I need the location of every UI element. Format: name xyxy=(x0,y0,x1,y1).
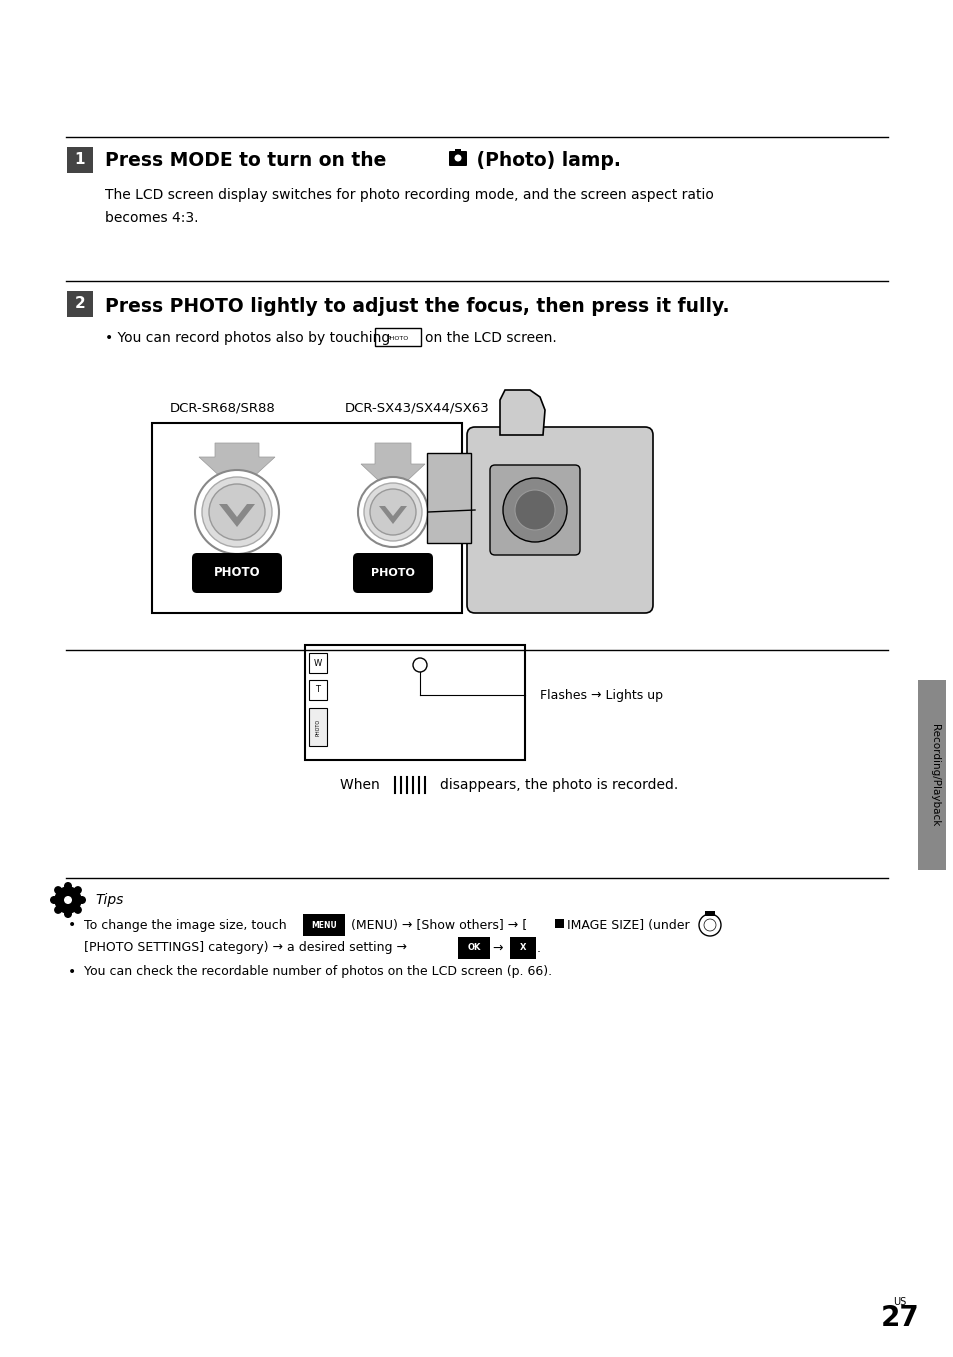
Text: 2: 2 xyxy=(74,296,85,312)
Circle shape xyxy=(64,896,71,904)
Bar xyxy=(152,423,461,613)
Text: PHOTO: PHOTO xyxy=(213,566,260,579)
Polygon shape xyxy=(199,442,274,493)
Text: X: X xyxy=(519,943,526,953)
Text: T: T xyxy=(315,685,320,695)
Circle shape xyxy=(73,906,82,913)
Text: • You can record photos also by touching: • You can record photos also by touching xyxy=(105,331,390,345)
Text: (Photo) lamp.: (Photo) lamp. xyxy=(470,152,620,171)
Text: Flashes → Lights up: Flashes → Lights up xyxy=(539,688,662,702)
Polygon shape xyxy=(219,503,254,527)
Polygon shape xyxy=(378,506,407,524)
FancyBboxPatch shape xyxy=(449,151,467,166)
Circle shape xyxy=(515,490,555,531)
Circle shape xyxy=(454,155,461,161)
Polygon shape xyxy=(360,442,424,494)
FancyBboxPatch shape xyxy=(467,427,652,613)
Circle shape xyxy=(202,478,272,547)
FancyBboxPatch shape xyxy=(303,915,345,936)
Text: IMAGE SIZE] (under: IMAGE SIZE] (under xyxy=(566,919,689,931)
Circle shape xyxy=(703,919,716,931)
Circle shape xyxy=(61,893,75,906)
Circle shape xyxy=(64,882,71,890)
Bar xyxy=(704,911,714,916)
Circle shape xyxy=(370,489,416,535)
FancyBboxPatch shape xyxy=(490,465,579,555)
Circle shape xyxy=(194,470,278,554)
Bar xyxy=(917,680,945,870)
Text: DCR-SX43/SX44/SX63: DCR-SX43/SX44/SX63 xyxy=(345,402,489,414)
Text: (MENU) → [Show others] → [: (MENU) → [Show others] → [ xyxy=(347,919,527,931)
Circle shape xyxy=(699,915,720,936)
Circle shape xyxy=(54,906,62,913)
Bar xyxy=(427,453,471,543)
FancyBboxPatch shape xyxy=(353,554,433,593)
Bar xyxy=(305,645,524,760)
Text: OK: OK xyxy=(467,943,480,953)
FancyBboxPatch shape xyxy=(457,936,490,959)
Bar xyxy=(67,290,92,318)
Text: PHOTO: PHOTO xyxy=(315,718,320,735)
Text: →: → xyxy=(492,942,502,954)
Bar xyxy=(309,708,327,746)
Text: DCR-SR68/SR88: DCR-SR68/SR88 xyxy=(170,402,275,414)
Text: 1: 1 xyxy=(74,152,85,167)
Circle shape xyxy=(413,658,427,672)
FancyBboxPatch shape xyxy=(192,554,282,593)
Text: US: US xyxy=(892,1297,905,1307)
Text: MENU: MENU xyxy=(311,920,336,930)
Bar xyxy=(67,147,92,172)
Text: PHOTO: PHOTO xyxy=(387,335,409,341)
Circle shape xyxy=(55,887,81,913)
FancyBboxPatch shape xyxy=(510,936,536,959)
Text: becomes 4:3.: becomes 4:3. xyxy=(105,210,198,225)
Text: [PHOTO SETTINGS] category) → a desired setting →: [PHOTO SETTINGS] category) → a desired s… xyxy=(84,942,407,954)
Circle shape xyxy=(502,478,566,541)
Text: on the LCD screen.: on the LCD screen. xyxy=(424,331,557,345)
Bar xyxy=(309,653,327,673)
Circle shape xyxy=(357,478,428,547)
Circle shape xyxy=(50,896,58,904)
Text: .: . xyxy=(537,942,540,954)
Bar xyxy=(455,149,460,153)
Text: Tips: Tips xyxy=(95,893,123,906)
Circle shape xyxy=(364,483,421,541)
Bar xyxy=(309,680,327,700)
Text: W: W xyxy=(314,658,322,668)
Circle shape xyxy=(73,886,82,894)
Text: To change the image size, touch: To change the image size, touch xyxy=(84,919,291,931)
Circle shape xyxy=(64,911,71,917)
Text: 27: 27 xyxy=(880,1304,919,1333)
Text: disappears, the photo is recorded.: disappears, the photo is recorded. xyxy=(439,778,678,792)
Circle shape xyxy=(54,886,62,894)
Bar xyxy=(555,919,563,928)
Text: When: When xyxy=(339,778,384,792)
Circle shape xyxy=(209,484,265,540)
Polygon shape xyxy=(499,389,544,436)
Text: •: • xyxy=(68,965,76,978)
Text: Press PHOTO lightly to adjust the focus, then press it fully.: Press PHOTO lightly to adjust the focus,… xyxy=(105,296,729,315)
Text: The LCD screen display switches for photo recording mode, and the screen aspect : The LCD screen display switches for phot… xyxy=(105,189,713,202)
Text: You can check the recordable number of photos on the LCD screen (p. 66).: You can check the recordable number of p… xyxy=(84,965,552,978)
Bar xyxy=(375,328,420,346)
Circle shape xyxy=(78,896,86,904)
Text: Press MODE to turn on the: Press MODE to turn on the xyxy=(105,152,393,171)
Text: •: • xyxy=(68,917,76,932)
Text: PHOTO: PHOTO xyxy=(371,569,415,578)
Text: Recording/Playback: Recording/Playback xyxy=(929,723,939,826)
